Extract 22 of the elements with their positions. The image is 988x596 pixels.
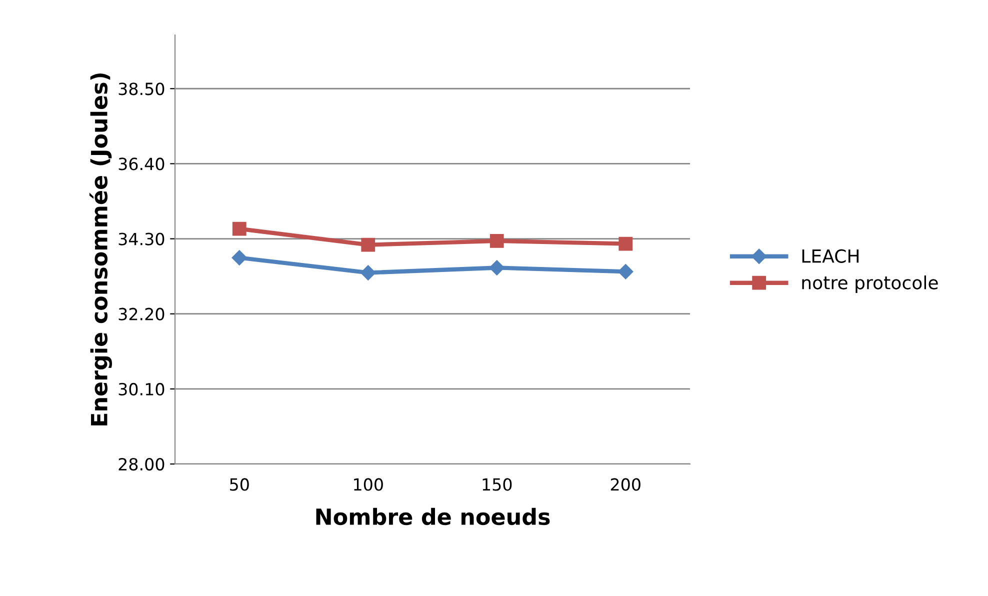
y-tick-label: 30.10 [118, 382, 164, 396]
x-tick-label: 100 [354, 478, 383, 491]
y-tick-label: 38.50 [118, 82, 164, 96]
point [618, 264, 634, 280]
point [490, 234, 504, 248]
point [618, 236, 633, 251]
legend-label: LEACH [802, 249, 859, 263]
y-tick-label: 36.40 [118, 158, 164, 170]
point [232, 250, 247, 266]
legend-label: notre protocole [802, 275, 938, 293]
x-axis-title: Nombre de noeuds [316, 508, 550, 526]
y-tick-label: 28.00 [118, 458, 164, 471]
x-tick-label: 150 [482, 478, 512, 491]
point [361, 238, 376, 252]
x-tick-label: 50 [230, 478, 249, 491]
x-tick-label: 200 [610, 478, 640, 491]
point [232, 222, 246, 236]
point [360, 265, 376, 280]
y-tick-label: 34.30 [118, 232, 164, 246]
y-tick-label: 32.20 [118, 308, 164, 320]
point [489, 260, 504, 276]
y-axis-title: Energie consommée (Joules) [89, 73, 112, 426]
